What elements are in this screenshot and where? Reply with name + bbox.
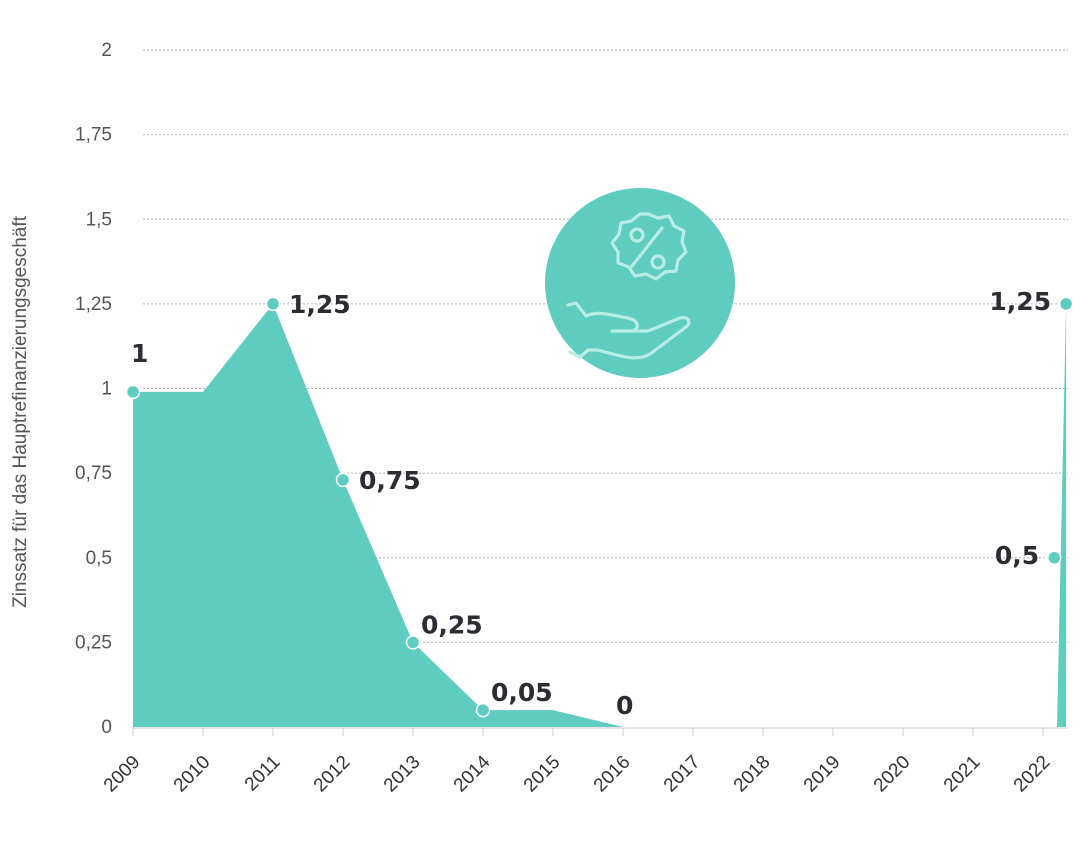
x-tick-label: 2018: [730, 752, 775, 797]
data-label: 0,05: [491, 678, 553, 707]
data-label: 1: [131, 339, 148, 368]
data-label: 0: [616, 691, 633, 720]
y-axis-label: Zinssatz für das Hauptrefinanzierungsges…: [10, 215, 31, 608]
data-point: [405, 635, 421, 650]
y-tick-label: 1,25: [75, 294, 112, 315]
data-label: 0,75: [359, 466, 421, 495]
x-tick-label: 2022: [1010, 752, 1055, 797]
data-point: [1058, 296, 1074, 312]
percent-badge-hand-icon: [545, 188, 735, 378]
y-tick-label: 0,5: [86, 548, 112, 569]
data-label: 0,25: [421, 610, 483, 639]
data-point: [265, 296, 281, 312]
data-labels: 1 1,25 0,75 0,25 0,05 0 0,5 1,25: [131, 287, 1051, 720]
y-tick-label: 0,25: [75, 632, 112, 653]
x-tick-label: 2010: [170, 752, 215, 797]
x-tick-label: 2011: [241, 752, 285, 796]
x-tick-label: 2019: [800, 752, 845, 797]
data-point: [335, 472, 351, 488]
data-points: [125, 296, 1074, 718]
y-tick-label: 1,5: [86, 209, 112, 230]
data-point: [1046, 550, 1062, 565]
x-tick-label: 2020: [870, 752, 915, 797]
x-tick-label: 2009: [100, 752, 145, 797]
x-tick-label: 2017: [660, 752, 705, 797]
data-label: 1,25: [989, 287, 1051, 316]
y-tick-label: 0: [101, 717, 112, 738]
x-axis-ticks: 2009 2010 2011 2012 2013 2014 2015 2016 2017 2018…: [100, 728, 1055, 796]
x-tick-label: 2012: [310, 752, 355, 797]
y-tick-label: 2: [101, 40, 112, 61]
x-tick-label: 2016: [590, 752, 635, 797]
x-tick-label: 2015: [520, 752, 565, 797]
data-point: [475, 702, 491, 718]
y-tick-label: 1: [101, 379, 112, 400]
x-tick-label: 2013: [380, 752, 425, 797]
data-point: [125, 384, 141, 400]
rate-area: [133, 303, 1067, 727]
data-label: 0,5: [995, 541, 1039, 570]
y-tick-label: 1,75: [75, 125, 112, 146]
x-tick-label: 2014: [450, 751, 495, 796]
x-tick-label: 2021: [940, 752, 985, 797]
data-label: 1,25: [289, 290, 351, 319]
y-axis-ticks: 0 0,25 0,5 0,75 1 1,25 1,5 1,75 2: [75, 40, 112, 738]
y-tick-label: 0,75: [75, 463, 112, 484]
